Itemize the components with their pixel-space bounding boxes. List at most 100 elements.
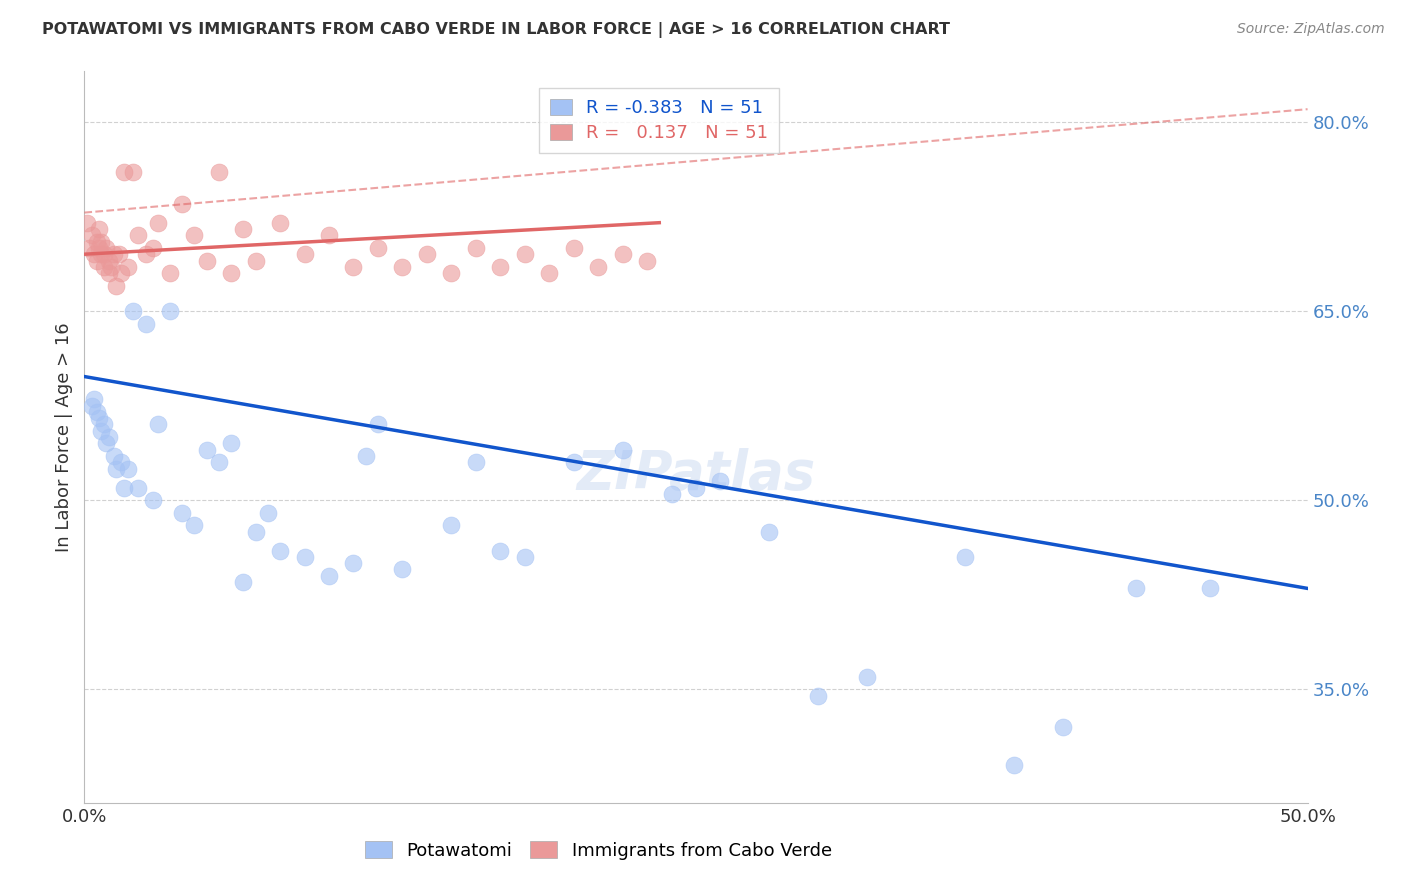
Point — [758, 524, 780, 539]
Point — [513, 247, 536, 261]
Point — [538, 266, 561, 280]
Point — [440, 518, 463, 533]
Point — [80, 399, 103, 413]
Point — [1198, 582, 1220, 596]
Point — [159, 304, 181, 318]
Point — [294, 549, 316, 564]
Point — [612, 442, 634, 457]
Point — [195, 442, 218, 457]
Point — [172, 196, 194, 211]
Point — [367, 417, 389, 432]
Point — [232, 575, 254, 590]
Point — [245, 253, 267, 268]
Point — [97, 266, 120, 280]
Point — [90, 247, 112, 261]
Point — [416, 247, 439, 261]
Point — [183, 228, 205, 243]
Point — [354, 449, 377, 463]
Point — [586, 260, 609, 274]
Point — [93, 260, 115, 274]
Point — [110, 455, 132, 469]
Point — [440, 266, 463, 280]
Point — [117, 260, 139, 274]
Point — [103, 449, 125, 463]
Point — [93, 417, 115, 432]
Point — [219, 436, 242, 450]
Point — [391, 260, 413, 274]
Point — [342, 260, 364, 274]
Point — [1125, 582, 1147, 596]
Point — [257, 506, 280, 520]
Point — [513, 549, 536, 564]
Point — [612, 247, 634, 261]
Point — [219, 266, 242, 280]
Point — [86, 235, 108, 249]
Point — [96, 241, 118, 255]
Point — [269, 543, 291, 558]
Point — [269, 216, 291, 230]
Text: POTAWATOMI VS IMMIGRANTS FROM CABO VERDE IN LABOR FORCE | AGE > 16 CORRELATION C: POTAWATOMI VS IMMIGRANTS FROM CABO VERDE… — [42, 22, 950, 38]
Point — [183, 518, 205, 533]
Legend: Potawatomi, Immigrants from Cabo Verde: Potawatomi, Immigrants from Cabo Verde — [357, 834, 839, 867]
Point — [122, 304, 145, 318]
Point — [159, 266, 181, 280]
Point — [661, 487, 683, 501]
Point — [685, 481, 707, 495]
Point — [464, 241, 486, 255]
Point — [135, 247, 157, 261]
Point — [93, 247, 115, 261]
Point — [391, 562, 413, 576]
Point — [127, 228, 149, 243]
Point — [86, 405, 108, 419]
Point — [87, 222, 110, 236]
Point — [76, 216, 98, 230]
Point — [146, 216, 169, 230]
Point — [117, 461, 139, 475]
Point — [112, 481, 135, 495]
Point — [97, 253, 120, 268]
Point — [232, 222, 254, 236]
Text: Source: ZipAtlas.com: Source: ZipAtlas.com — [1237, 22, 1385, 37]
Point — [1052, 720, 1074, 734]
Point — [100, 260, 122, 274]
Point — [489, 260, 512, 274]
Point — [1002, 758, 1025, 772]
Point — [83, 392, 105, 407]
Point — [208, 165, 231, 179]
Point — [856, 670, 879, 684]
Point — [90, 235, 112, 249]
Point — [208, 455, 231, 469]
Point — [464, 455, 486, 469]
Point — [86, 253, 108, 268]
Point — [562, 455, 585, 469]
Point — [709, 474, 731, 488]
Point — [105, 278, 128, 293]
Point — [105, 461, 128, 475]
Point — [127, 481, 149, 495]
Point — [107, 247, 129, 261]
Point — [87, 411, 110, 425]
Point — [367, 241, 389, 255]
Point — [294, 247, 316, 261]
Point — [142, 493, 165, 508]
Y-axis label: In Labor Force | Age > 16: In Labor Force | Age > 16 — [55, 322, 73, 552]
Point — [112, 165, 135, 179]
Point — [318, 228, 340, 243]
Point — [562, 241, 585, 255]
Point — [96, 436, 118, 450]
Text: ZIPatlas: ZIPatlas — [576, 448, 815, 500]
Point — [83, 247, 105, 261]
Point — [146, 417, 169, 432]
Point — [342, 556, 364, 570]
Point — [318, 569, 340, 583]
Point — [807, 689, 830, 703]
Point — [87, 241, 110, 255]
Point — [77, 241, 100, 255]
Point — [245, 524, 267, 539]
Point — [489, 543, 512, 558]
Point — [142, 241, 165, 255]
Point — [90, 424, 112, 438]
Point — [97, 430, 120, 444]
Point — [953, 549, 976, 564]
Point — [103, 247, 125, 261]
